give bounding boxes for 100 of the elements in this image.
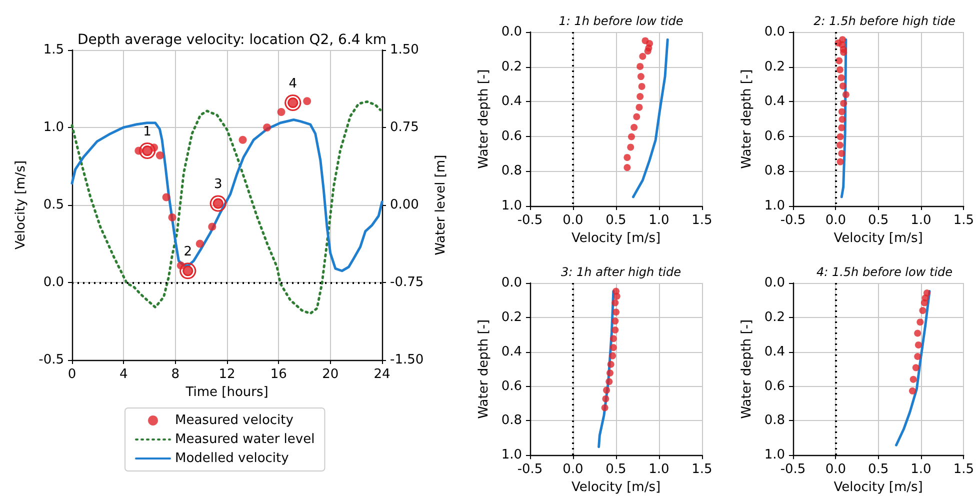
point [836, 66, 844, 74]
x-tick-label: 0 [68, 367, 76, 382]
point [156, 151, 164, 160]
point [838, 108, 846, 116]
x-tick-label: 1.0 [648, 462, 670, 478]
x-axis-title: Velocity [m/s] [571, 480, 661, 495]
point [609, 352, 616, 360]
point [919, 307, 926, 314]
chart-title: 1: 1h before low tide [558, 14, 684, 28]
x-tick-label: 1.5 [692, 462, 712, 478]
point [612, 308, 620, 316]
point [630, 124, 638, 131]
point [610, 335, 617, 342]
legend-label: Measured velocity [175, 413, 294, 428]
y-axis-title: Water depth [-] [739, 69, 754, 169]
x-tick-label: 0.0 [562, 213, 584, 228]
x-tick-label: 0.0 [562, 462, 584, 478]
point [263, 124, 272, 132]
y-tick-label: 0.8 [501, 164, 522, 179]
point [168, 213, 176, 222]
y-tick-label: 0.6 [501, 128, 522, 144]
point [610, 344, 617, 352]
point [644, 48, 652, 55]
point [162, 193, 170, 202]
point [612, 299, 619, 306]
point [303, 97, 312, 106]
point [633, 113, 640, 120]
x-tick-label: 0.5 [868, 213, 889, 228]
y-tick-label: -0.5 [38, 352, 64, 368]
y2-tick-label: 0.00 [390, 198, 419, 212]
x-tick-label: 1.0 [910, 462, 932, 478]
point [838, 150, 846, 157]
y-tick-label: 1.5 [43, 42, 64, 58]
y-tick-label: 1.0 [501, 198, 522, 214]
x-axis-title: Time [hours] [184, 384, 268, 400]
point [916, 318, 924, 326]
line-series [632, 38, 669, 198]
point [914, 341, 922, 348]
x-tick-label: 0.0 [825, 462, 846, 478]
y-tick-label: 0.6 [764, 128, 785, 144]
y-tick-label: 0.6 [764, 378, 785, 394]
y-tick-label: 0.4 [501, 94, 522, 110]
annotation: 4 [288, 76, 298, 92]
line-series [70, 100, 382, 315]
point [612, 318, 619, 325]
x-tick-label: 1.5 [692, 213, 712, 228]
x-tick-label: 12 [218, 367, 236, 382]
point [838, 124, 846, 132]
point [910, 376, 917, 383]
y-tick-label: 0.6 [501, 378, 522, 394]
point [624, 154, 631, 161]
point [624, 164, 631, 172]
y-axis-title: Water depth [-] [739, 319, 754, 419]
y-axis-title: Velocity [m/s] [14, 160, 29, 250]
x-tick-label: 8 [171, 367, 180, 382]
annotation: 1 [143, 124, 152, 140]
x-tick-label: 0.5 [606, 213, 626, 228]
point [836, 158, 844, 166]
point [638, 82, 646, 90]
x-tick-label: -0.5 [780, 462, 806, 478]
point [908, 387, 916, 394]
point [601, 404, 608, 412]
point [628, 133, 635, 140]
x-tick-label: 1.0 [910, 213, 932, 228]
y-tick-label: 0.0 [764, 276, 785, 290]
y-tick-label: 0.8 [764, 413, 785, 428]
y-tick-label: 0.4 [764, 344, 785, 360]
x-tick-label: -0.5 [517, 213, 543, 228]
y-tick-label: 0.2 [764, 310, 785, 325]
point [208, 222, 216, 231]
y-tick-label: 0.4 [501, 344, 522, 360]
point [836, 133, 844, 140]
y-tick-label: 0.0 [501, 24, 522, 40]
x-tick-label: 16 [270, 367, 287, 382]
chart-title: Depth average velocity: location Q2, 6.4 km [77, 32, 387, 48]
y2-axis-title: Water level [m] [434, 154, 449, 256]
x-tick-label: 0.5 [868, 462, 889, 478]
y-tick-label: 0.2 [764, 59, 785, 74]
x-tick-label: 1.5 [953, 213, 974, 228]
x-tick-label: 20 [322, 367, 339, 382]
y-tick-label: 0.2 [501, 59, 522, 74]
point [238, 136, 247, 144]
point [606, 370, 614, 377]
x-tick-label: 0.0 [825, 213, 846, 228]
x-tick-label: 24 [374, 367, 390, 382]
point [637, 73, 644, 80]
point [636, 62, 644, 70]
chart-title: 4: 1.5h before low tide [816, 265, 953, 279]
chart-title: 2: 1.5h before high tide [814, 14, 956, 28]
y-tick-label: 1.0 [501, 448, 522, 463]
y2-tick-label: -0.75 [390, 275, 424, 290]
y-tick-label: 1.0 [764, 198, 785, 214]
point [603, 386, 610, 394]
point [639, 52, 646, 60]
point [836, 142, 844, 149]
y-tick-label: 1.0 [764, 448, 785, 463]
x-tick-label: 1.0 [648, 213, 670, 228]
y-tick-label: 1.0 [43, 120, 64, 135]
point [914, 330, 922, 337]
y-tick-label: 0.4 [764, 94, 785, 110]
